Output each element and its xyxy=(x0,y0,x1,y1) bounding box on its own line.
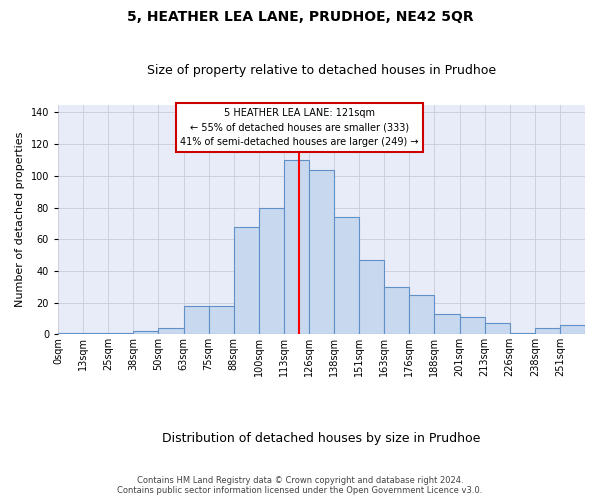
Bar xyxy=(108,332,133,334)
Bar xyxy=(460,317,485,334)
Bar xyxy=(184,306,209,334)
Bar xyxy=(158,328,184,334)
Bar xyxy=(334,217,359,334)
Text: 5, HEATHER LEA LANE, PRUDHOE, NE42 5QR: 5, HEATHER LEA LANE, PRUDHOE, NE42 5QR xyxy=(127,10,473,24)
Bar xyxy=(485,323,510,334)
Text: 5 HEATHER LEA LANE: 121sqm
← 55% of detached houses are smaller (333)
41% of sem: 5 HEATHER LEA LANE: 121sqm ← 55% of deta… xyxy=(180,108,419,148)
Bar xyxy=(284,160,309,334)
Bar xyxy=(83,332,108,334)
Bar xyxy=(409,294,434,335)
Bar xyxy=(133,331,158,334)
Title: Size of property relative to detached houses in Prudhoe: Size of property relative to detached ho… xyxy=(147,64,496,77)
Bar xyxy=(535,328,560,334)
X-axis label: Distribution of detached houses by size in Prudhoe: Distribution of detached houses by size … xyxy=(163,432,481,445)
Bar xyxy=(434,314,460,334)
Bar xyxy=(560,325,585,334)
Bar xyxy=(384,287,409,335)
Bar xyxy=(209,306,234,334)
Bar xyxy=(309,170,334,334)
Bar xyxy=(359,260,384,334)
Text: Contains HM Land Registry data © Crown copyright and database right 2024.
Contai: Contains HM Land Registry data © Crown c… xyxy=(118,476,482,495)
Bar xyxy=(234,226,259,334)
Y-axis label: Number of detached properties: Number of detached properties xyxy=(15,132,25,307)
Bar xyxy=(259,208,284,334)
Bar xyxy=(510,332,535,334)
Bar xyxy=(58,332,83,334)
